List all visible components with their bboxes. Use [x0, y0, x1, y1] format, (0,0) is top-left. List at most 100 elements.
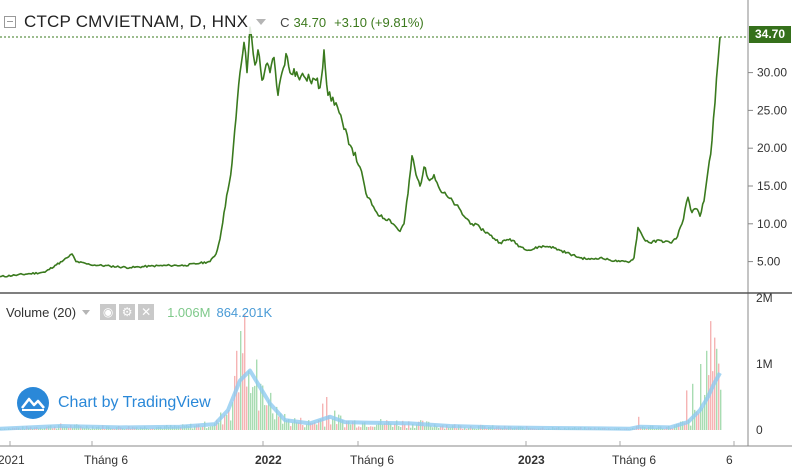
- volume-bar: [66, 426, 68, 430]
- volume-bar: [318, 419, 320, 430]
- volume-bar: [294, 418, 296, 430]
- volume-bar: [466, 428, 468, 430]
- volume-bar: [338, 414, 340, 430]
- volume-bar: [432, 427, 434, 430]
- volume-bar: [404, 424, 406, 430]
- volume-bar: [42, 428, 44, 430]
- volume-bar: [290, 426, 292, 430]
- volume-bar: [468, 427, 470, 430]
- volume-bar: [226, 414, 228, 430]
- volume-bar: [254, 385, 256, 430]
- volume-bar: [212, 425, 214, 430]
- x-tick-label: Tháng 6: [350, 453, 394, 467]
- legend-header: CTCP CMVIETNAM, D, HNX C 34.70 +3.10 (+9…: [0, 10, 438, 34]
- time-axis[interactable]: 2021 Tháng 6 2022 Tháng 6 2023 Tháng 6 6: [0, 441, 735, 467]
- volume-bar: [310, 423, 312, 430]
- volume-bar: [246, 386, 248, 430]
- chevron-down-icon[interactable]: [82, 309, 91, 315]
- x-tick-label: Tháng 6: [84, 453, 128, 467]
- volume-bar: [220, 412, 222, 430]
- volume-bar: [690, 425, 692, 430]
- volume-bar: [378, 423, 380, 430]
- collapse-icon[interactable]: [4, 16, 16, 28]
- volume-bar: [336, 424, 338, 430]
- volume-bar: [326, 397, 328, 430]
- volume-bar: [154, 428, 156, 430]
- tradingview-watermark[interactable]: Chart by TradingView: [16, 386, 211, 420]
- y-tick-label: 30.00: [757, 66, 787, 80]
- volume-tick-label: 0: [756, 423, 763, 437]
- volume-bar: [62, 426, 64, 430]
- volume-axis[interactable]: 0 1M 2M: [756, 291, 773, 437]
- volume-bar: [280, 413, 282, 430]
- volume-bar: [232, 402, 234, 430]
- volume-bar: [322, 403, 324, 430]
- volume-bar: [282, 423, 284, 430]
- volume-bar: [392, 426, 394, 430]
- volume-bar: [708, 375, 710, 430]
- y-tick-label: 25.00: [757, 103, 787, 117]
- volume-bar: [718, 363, 720, 430]
- volume-bar: [698, 413, 700, 430]
- volume-bar: [702, 407, 704, 430]
- volume-bar: [716, 348, 718, 430]
- volume-bar: [256, 359, 258, 430]
- volume-bar: [320, 418, 322, 430]
- volume-bar: [72, 427, 74, 430]
- volume-bar: [664, 429, 666, 430]
- x-tick-label: Tháng 6: [612, 453, 656, 467]
- volume-bar: [268, 400, 270, 430]
- volume-bar: [700, 364, 702, 430]
- volume-ma-value: 864.201K: [216, 304, 273, 320]
- gear-icon[interactable]: ⚙: [119, 304, 136, 320]
- volume-bar: [370, 426, 372, 430]
- volume-ma-line: [0, 368, 722, 431]
- symbol-title[interactable]: CTCP CMVIETNAM, D, HNX: [24, 12, 249, 31]
- volume-bar: [252, 387, 254, 430]
- volume-bar: [382, 424, 384, 430]
- volume-bar: [692, 383, 694, 430]
- volume-bar: [208, 426, 210, 430]
- volume-bar: [430, 425, 432, 430]
- volume-bar: [424, 425, 426, 430]
- volume-bar: [344, 427, 346, 430]
- change-value: +3.10 (+9.81%): [334, 14, 424, 30]
- volume-bar: [224, 414, 226, 430]
- chevron-down-icon[interactable]: [256, 19, 267, 25]
- volume-bar: [68, 427, 70, 430]
- volume-bar: [400, 426, 402, 430]
- volume-bar: [148, 428, 150, 430]
- volume-bar: [38, 428, 40, 430]
- volume-bar: [390, 423, 392, 430]
- volume-bar: [486, 428, 488, 430]
- volume-bar: [406, 427, 408, 430]
- volume-bar: [414, 427, 416, 430]
- volume-bar: [100, 428, 102, 430]
- x-tick-label: 2022: [255, 453, 282, 467]
- volume-bar: [394, 423, 396, 430]
- volume-bar: [192, 428, 194, 430]
- volume-bar: [348, 420, 350, 430]
- volume-bar: [324, 426, 326, 430]
- volume-bar: [476, 428, 478, 430]
- price-line: [0, 26, 721, 278]
- close-value: 34.70: [293, 14, 327, 30]
- volume-bar: [138, 429, 140, 430]
- eye-icon[interactable]: ◉: [100, 304, 117, 320]
- volume-bar: [214, 423, 216, 430]
- last-price-badge: 34.70: [749, 26, 791, 43]
- volume-bar: [444, 428, 446, 430]
- price-axis[interactable]: 5.00 10.00 15.00 20.00 25.00 30.00: [748, 66, 787, 269]
- y-tick-label: 20.00: [757, 141, 787, 155]
- volume-bar: [450, 427, 452, 430]
- volume-bar: [408, 421, 410, 430]
- volume-bar: [340, 415, 342, 430]
- volume-bar: [260, 383, 262, 430]
- close-icon[interactable]: ✕: [138, 304, 155, 320]
- volume-bar: [228, 410, 230, 430]
- x-tick-label: 2023: [518, 453, 545, 467]
- volume-bar: [152, 428, 154, 430]
- volume-tick-label: 1M: [756, 357, 773, 371]
- volume-bar: [436, 426, 438, 430]
- volume-title[interactable]: Volume (20): [6, 304, 77, 320]
